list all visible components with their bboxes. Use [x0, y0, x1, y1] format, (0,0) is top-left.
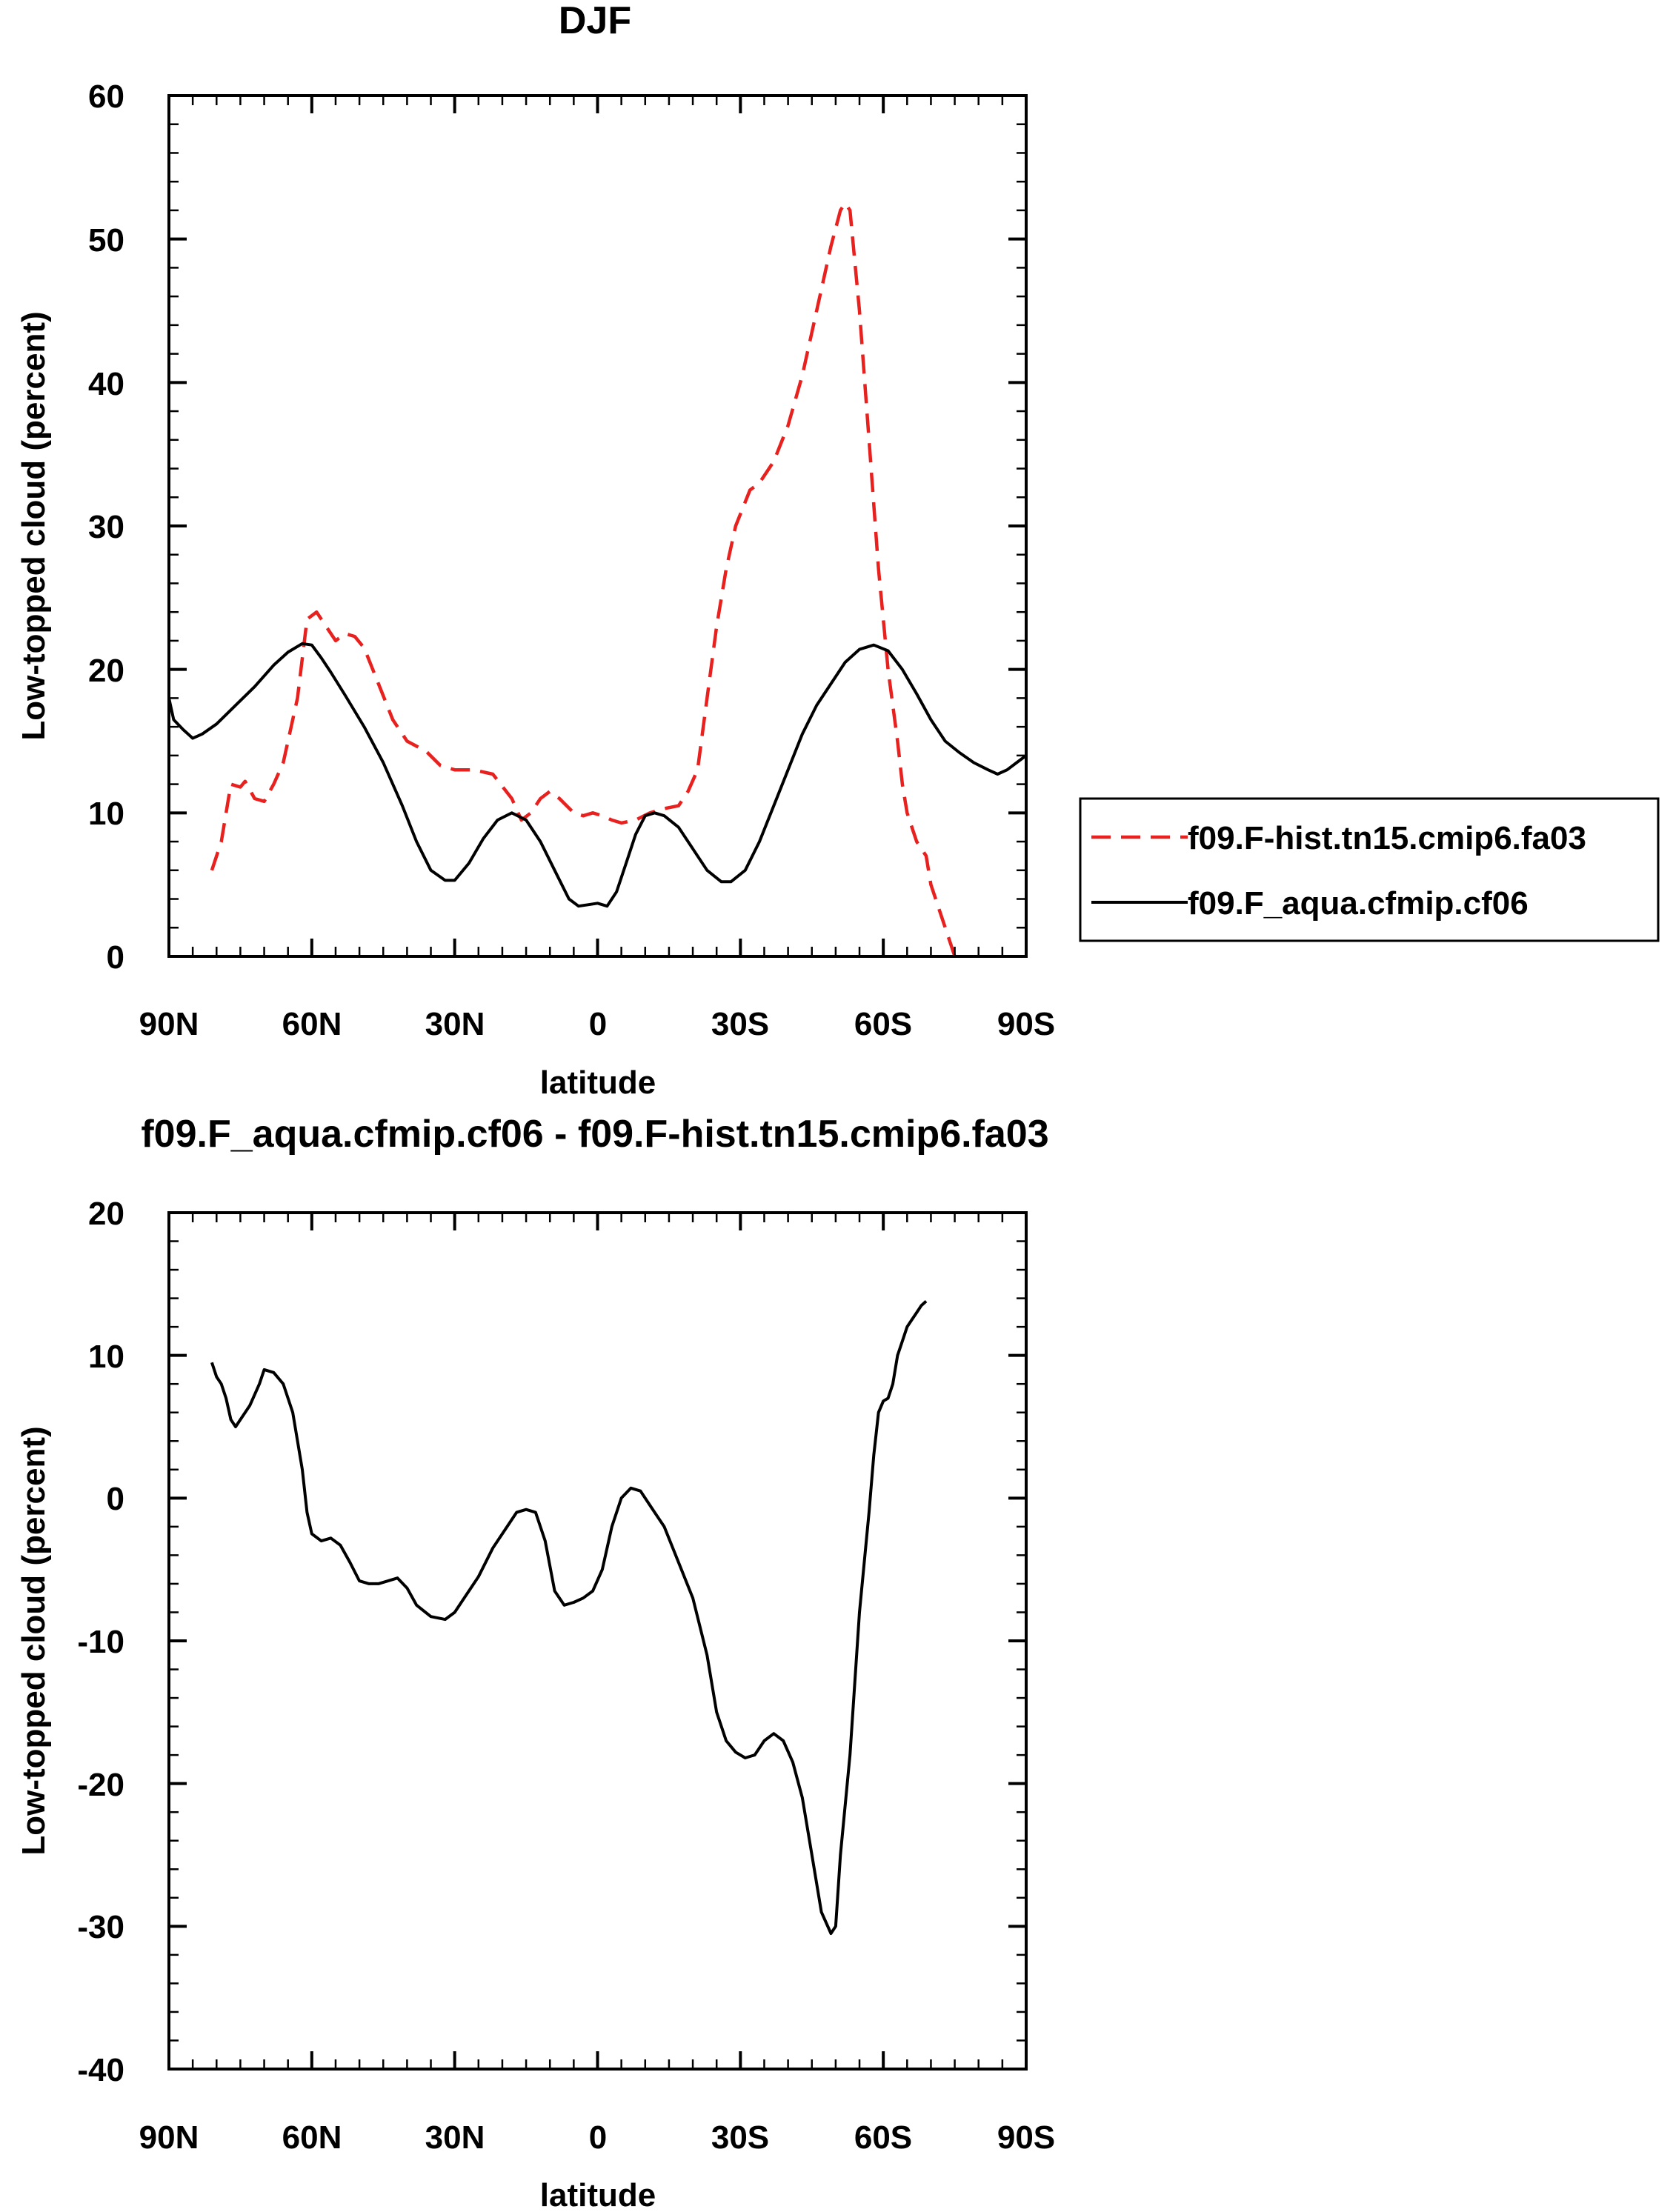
legend-label-aqua: f09.F_aqua.cfmip.cf06 [1188, 885, 1529, 922]
top-series-line-1 [167, 642, 1028, 908]
top-x-tick-label: 30S [711, 1006, 769, 1042]
bottom-chart-title: f09.F_aqua.cfmip.cf06 - f09.F-hist.tn15.… [141, 1113, 1048, 1156]
bottom-x-tick-label: 30S [711, 2119, 769, 2156]
bottom-y-tick-label: 0 [107, 1481, 124, 1517]
bottom-x-tick-label: 30N [425, 2119, 485, 2156]
bottom-y-tick-label: -20 [77, 1767, 124, 1803]
bottom-plot-frame [167, 1211, 1028, 2071]
top-x-tick-label: 30N [425, 1006, 485, 1042]
top-x-tick-label: 90S [997, 1006, 1055, 1042]
bottom-y-axis-label: Low-topped cloud (percent) [16, 1426, 52, 1855]
top-y-tick-label: 30 [88, 509, 124, 545]
bottom-x-tick-label: 90S [997, 2119, 1055, 2156]
top-y-tick-label: 0 [107, 939, 124, 976]
bottom-y-tick-label: -40 [77, 2052, 124, 2088]
top-y-axis-label: Low-topped cloud (percent) [16, 311, 52, 740]
bottom-y-tick-label: 10 [88, 1339, 124, 1375]
top-x-tick-label: 0 [589, 1006, 607, 1042]
bottom-y-tick-label: 20 [88, 1196, 124, 1232]
bottom-ticks-layer [167, 1211, 1028, 2071]
bottom-chart: f09.F_aqua.cfmip.cf06 - f09.F-hist.tn15.… [16, 1113, 1055, 2212]
bottom-series-line-0 [210, 1300, 928, 1935]
top-x-tick-label: 60S [854, 1006, 912, 1042]
bottom-y-tick-label: -30 [77, 1909, 124, 1945]
bottom-x-tick-label: 90N [139, 2119, 199, 2156]
bottom-y-tick-label: -10 [77, 1624, 124, 1660]
top-chart-title: DJF [559, 0, 631, 42]
top-x-axis-label: latitude [540, 1065, 656, 1101]
bottom-x-tick-labels: 90N 60N 30N 0 30S 60S 90S [139, 2119, 1056, 2156]
top-chart: DJF 90N 60N 30N 0 30S 60S 90S 0 10 20 30… [16, 0, 1660, 1101]
top-y-tick-label: 50 [88, 222, 124, 259]
legend: f09.F-hist.tn15.cmip6.fa03 f09.F_aqua.cf… [1079, 797, 1660, 942]
top-y-tick-label: 20 [88, 653, 124, 689]
top-y-tick-labels: 0 10 20 30 40 50 60 [88, 79, 124, 976]
top-series-line-0 [210, 201, 961, 961]
top-ticks-layer [167, 94, 1028, 958]
top-x-tick-labels: 90N 60N 30N 0 30S 60S 90S [139, 1006, 1056, 1042]
bottom-x-tick-label: 0 [589, 2119, 607, 2156]
top-x-tick-label: 90N [139, 1006, 199, 1042]
legend-box [1079, 797, 1660, 942]
top-y-tick-label: 40 [88, 366, 124, 402]
bottom-y-tick-labels: -40 -30 -20 -10 0 10 20 [77, 1196, 124, 2088]
top-y-tick-label: 60 [88, 79, 124, 115]
bottom-series-layer [210, 1300, 928, 1935]
bottom-x-tick-label: 60N [282, 2119, 342, 2156]
bottom-x-axis-label: latitude [540, 2177, 656, 2212]
top-series-layer [167, 201, 1028, 961]
top-x-tick-label: 60N [282, 1006, 342, 1042]
top-plot-frame [167, 94, 1028, 958]
legend-label-hist: f09.F-hist.tn15.cmip6.fa03 [1188, 820, 1586, 856]
bottom-x-tick-label: 60S [854, 2119, 912, 2156]
top-y-tick-label: 10 [88, 796, 124, 832]
